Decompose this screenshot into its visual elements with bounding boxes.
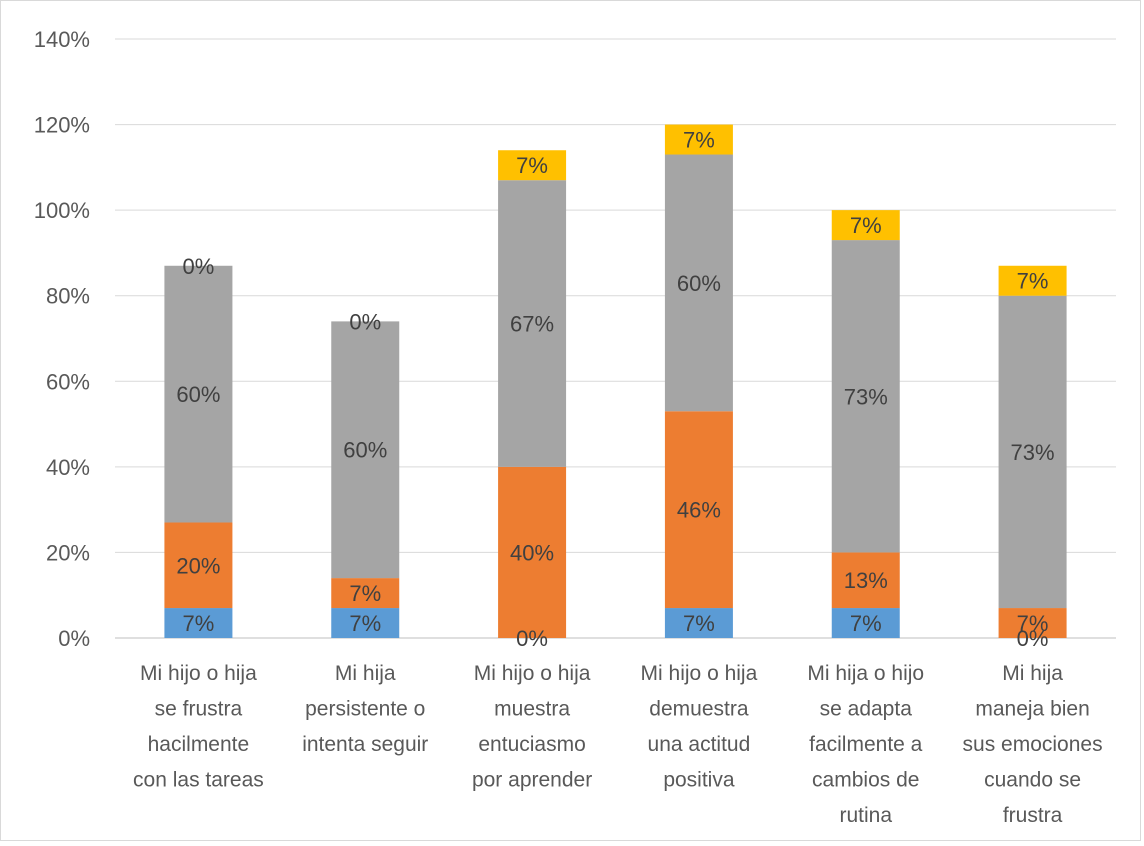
data-label: 7%	[516, 153, 548, 178]
x-tick-label: intenta seguir	[302, 733, 428, 756]
bars	[164, 124, 1067, 638]
data-label: 60%	[677, 271, 721, 296]
bar-segment	[998, 608, 1067, 638]
y-axis: 0% 20% 40% 60% 80% 100% 120% 140%	[34, 27, 90, 651]
y-tick-label: 60%	[46, 369, 90, 394]
x-tick-label: positiva	[663, 769, 735, 792]
y-tick-label: 140%	[34, 27, 90, 52]
data-label: 7%	[850, 213, 882, 238]
bar-segment	[331, 578, 400, 609]
data-label: 7%	[850, 611, 882, 636]
data-label: 13%	[844, 568, 888, 593]
bar-segment	[831, 552, 900, 609]
x-tick-label: persistente o	[305, 698, 425, 721]
data-label: 7%	[349, 581, 381, 606]
data-label: 7%	[1017, 269, 1049, 294]
gridlines	[115, 38, 1116, 639]
x-tick-label: con las tareas	[133, 769, 264, 792]
x-tick-label: Mi hijo o hija	[474, 662, 591, 685]
bar-segment	[498, 180, 567, 467]
x-tick-label: Mi hija o hijo	[807, 662, 924, 685]
bar-segment	[331, 608, 400, 638]
bar-segment	[498, 150, 567, 181]
x-tick-label: entuciasmo	[478, 733, 585, 756]
data-label: 7%	[183, 611, 215, 636]
x-tick-label: frustra	[1003, 804, 1063, 827]
x-tick-label: cambios de	[812, 769, 919, 792]
x-tick-label: facilmente a	[809, 733, 923, 756]
bar-segment	[998, 265, 1067, 296]
bar-segment	[664, 124, 733, 155]
data-label: 20%	[176, 553, 220, 578]
data-label: 0%	[183, 254, 215, 279]
data-label: 46%	[677, 498, 721, 523]
data-label: 7%	[349, 611, 381, 636]
x-tick-label: Mi hija	[335, 662, 396, 685]
data-label: 40%	[510, 540, 554, 565]
y-tick-label: 40%	[46, 455, 90, 480]
x-tick-label: Mi hijo o hija	[641, 662, 758, 685]
data-label: 60%	[343, 438, 387, 463]
bar-segment	[831, 240, 900, 553]
data-label: 0%	[516, 626, 548, 651]
bar-segment	[664, 411, 733, 609]
x-tick-label: Mi hijo o hija	[140, 662, 257, 685]
x-tick-label: Mi hija	[1002, 662, 1063, 685]
data-label: 0%	[349, 309, 381, 334]
x-tick-label: se frustra	[155, 698, 243, 721]
x-tick-label: se adapta	[820, 698, 913, 721]
y-tick-label: 100%	[34, 198, 90, 223]
data-label: 73%	[1011, 440, 1055, 465]
data-label: 60%	[176, 382, 220, 407]
x-tick-label: demuestra	[649, 698, 749, 721]
data-label: 7%	[683, 128, 715, 153]
y-tick-label: 20%	[46, 540, 90, 565]
x-tick-label: sus emociones	[963, 733, 1103, 756]
bar-segment	[164, 522, 233, 609]
x-tick-label: por aprender	[472, 769, 592, 792]
bar-segment	[831, 210, 900, 241]
data-label: 7%	[1017, 611, 1049, 636]
bar-segment	[664, 608, 733, 638]
x-tick-label: maneja bien	[975, 698, 1089, 721]
data-label: 67%	[510, 312, 554, 337]
x-axis: Mi hijo o hija se frustra hacilmente con la…	[133, 662, 1103, 827]
data-label: 7%	[683, 611, 715, 636]
x-tick-label: rutina	[839, 804, 892, 827]
bar-segment	[164, 608, 233, 638]
x-tick-label: muestra	[494, 698, 570, 721]
x-tick-label: cuando se	[984, 769, 1081, 792]
bar-segment	[664, 154, 733, 412]
y-tick-label: 0%	[58, 626, 90, 651]
y-tick-label: 120%	[34, 113, 90, 138]
bar-segment	[331, 321, 400, 579]
data-label: 73%	[844, 384, 888, 409]
y-tick-label: 80%	[46, 284, 90, 309]
data-label: 0%	[1017, 626, 1049, 651]
data-labels: 7%20%60%0%7%7%60%0%0%40%67%7%7%46%60%7%7…	[176, 128, 1054, 651]
bar-segment	[164, 265, 233, 523]
x-tick-label: una actitud	[648, 733, 751, 756]
bar-segment	[998, 295, 1067, 609]
x-tick-label: hacilmente	[148, 733, 250, 756]
bar-segment	[498, 466, 567, 638]
bar-segment	[831, 608, 900, 638]
